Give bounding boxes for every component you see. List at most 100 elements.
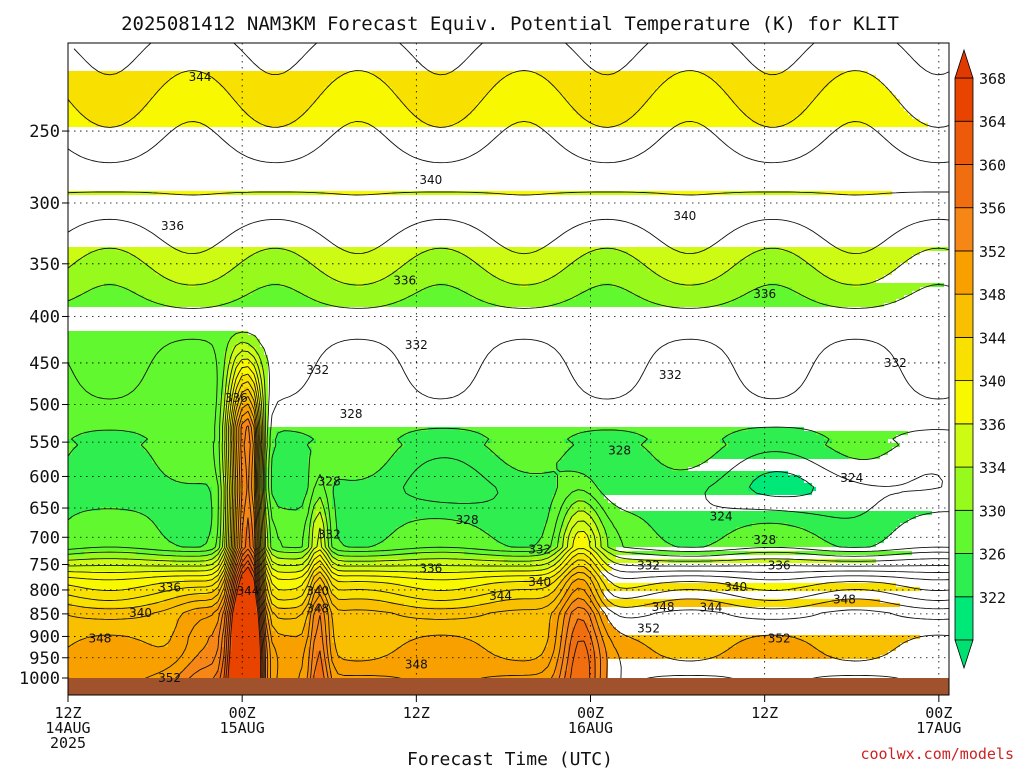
field-cell [400,299,484,303]
field-cell [396,451,492,455]
field-cell [232,351,256,355]
field-cell [228,667,260,671]
field-cell [568,651,596,655]
field-cell [256,383,260,387]
field-cell [312,579,328,583]
field-cell [268,491,272,495]
field-cell [236,511,240,515]
field-cell [244,487,252,491]
field-cell [448,247,600,251]
field-cell [220,419,224,423]
field-cell [288,123,428,127]
field-cell [468,291,580,295]
field-cell [336,643,404,647]
field-cell [268,643,312,647]
field-cell [560,531,564,535]
field-cell [596,659,608,663]
field-cell [136,255,248,259]
field-cell [816,431,908,435]
field-cell [832,447,892,451]
plot-area [68,43,949,678]
contour-label: 336 [419,562,442,576]
field-cell [68,123,96,127]
field-cell [272,439,316,443]
field-cell [252,499,256,503]
field-cell [504,279,544,283]
field-cell [648,267,732,271]
field-cell [200,651,220,655]
field-cell [224,471,228,475]
field-cell [236,439,240,443]
field-cell [328,515,336,519]
field-cell [268,547,272,551]
x-tick-label: 15AUG [220,719,265,737]
field-cell [232,619,260,623]
field-cell [244,387,248,391]
colorbar-label: 356 [979,200,1006,218]
field-cell [236,371,256,375]
field-cell [556,475,588,479]
field-cell [812,263,900,267]
field-cell [220,503,224,507]
field-cell [120,123,264,127]
field-cell [68,671,180,675]
field-cell [484,443,572,447]
field-cell [240,499,252,503]
field-cell [564,675,596,678]
field-cell [264,611,268,615]
field-cell [232,535,236,539]
field-cell [68,483,208,487]
field-cell [656,651,724,655]
field-cell [380,599,500,603]
field-cell [232,403,236,407]
field-cell [224,531,228,535]
field-cell [580,471,768,475]
field-cell [208,539,220,543]
field-cell [408,295,472,299]
field-cell [568,655,596,659]
field-cell [592,519,600,523]
field-cell [248,523,252,527]
field-cell [272,475,308,479]
field-cell [588,531,600,535]
field-cell [324,539,328,543]
field-cell [812,643,900,647]
field-cell [392,191,488,195]
field-cell [312,543,324,547]
field-cell [236,367,256,371]
field-cell [592,587,600,591]
field-cell [600,535,608,539]
field-cell [296,251,420,255]
field-cell [572,535,588,539]
field-cell [324,619,332,623]
field-cell [572,515,592,519]
field-cell [452,123,596,127]
field-cell [212,503,220,507]
contour-326 [749,471,815,498]
field-cell [264,667,268,671]
field-cell [252,543,256,547]
field-cell [260,403,264,407]
field-cell [264,367,268,371]
field-cell [68,459,152,463]
field-cell [488,271,560,275]
field-cell [316,515,324,519]
field-cell [260,363,268,367]
y-tick-label: 350 [29,255,60,275]
field-cell [568,527,596,531]
field-cell [72,643,152,647]
field-cell [236,499,240,503]
field-cell [224,639,228,643]
contour-label: 344 [700,600,723,614]
field-cell [560,643,568,647]
field-cell [212,495,220,499]
field-cell [236,343,248,347]
field-cell [268,459,272,463]
field-cell [640,259,740,263]
field-cell [652,439,720,443]
field-cell [596,663,608,667]
field-cell [312,599,328,603]
field-cell [588,535,600,539]
field-cell [88,635,128,639]
field-cell [220,539,224,543]
